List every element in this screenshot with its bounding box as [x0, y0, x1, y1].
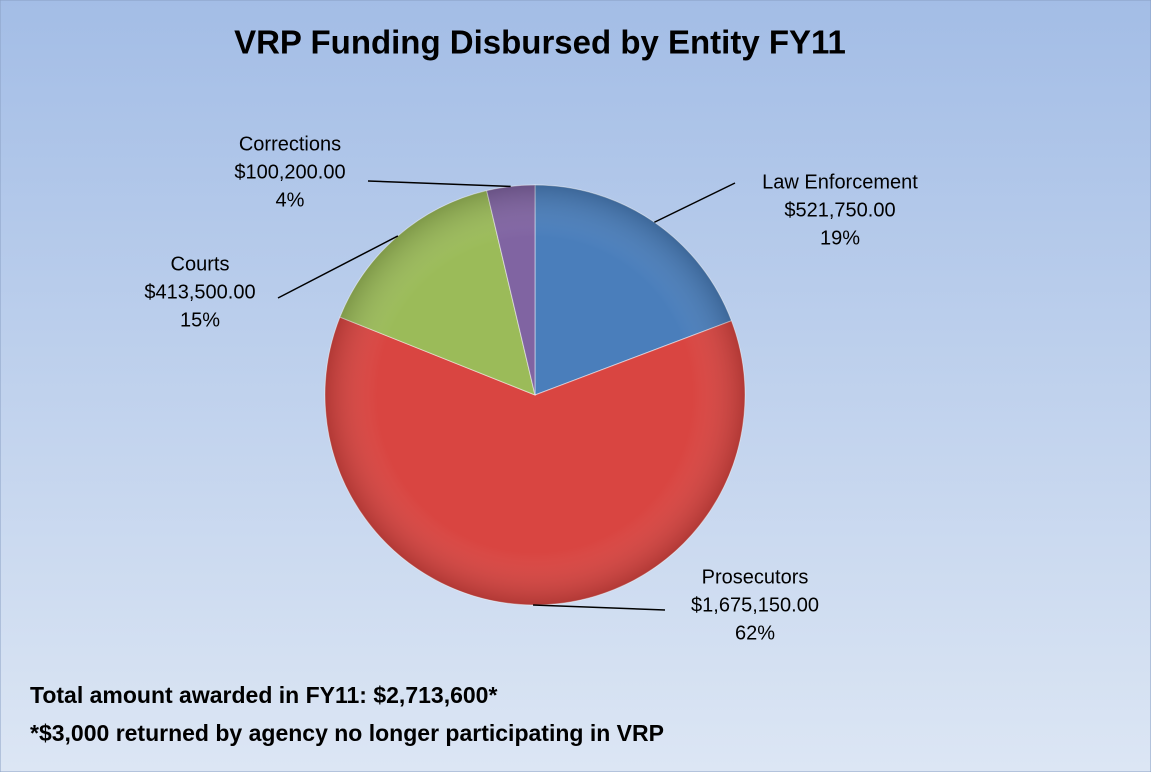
annotation: Total amount awarded in FY11: $2,713,600…: [30, 682, 497, 708]
category-label: Prosecutors: [702, 566, 809, 588]
value-label: $1,675,150.00: [691, 594, 819, 616]
category-label: Law Enforcement: [762, 171, 918, 193]
category-label: Courts: [171, 253, 230, 275]
category-label: Corrections: [239, 133, 341, 155]
value-label: $521,750.00: [784, 199, 895, 221]
percent-label: 15%: [180, 309, 220, 331]
value-label: $100,200.00: [234, 161, 345, 183]
percent-label: 4%: [276, 189, 305, 211]
annotation: *$3,000 returned by agency no longer par…: [30, 720, 664, 746]
percent-label: 62%: [735, 622, 775, 644]
percent-label: 19%: [820, 227, 860, 249]
chart-title: VRP Funding Disbursed by Entity FY11: [234, 24, 846, 61]
leader-line: [533, 604, 666, 611]
value-label: $413,500.00: [144, 281, 255, 303]
